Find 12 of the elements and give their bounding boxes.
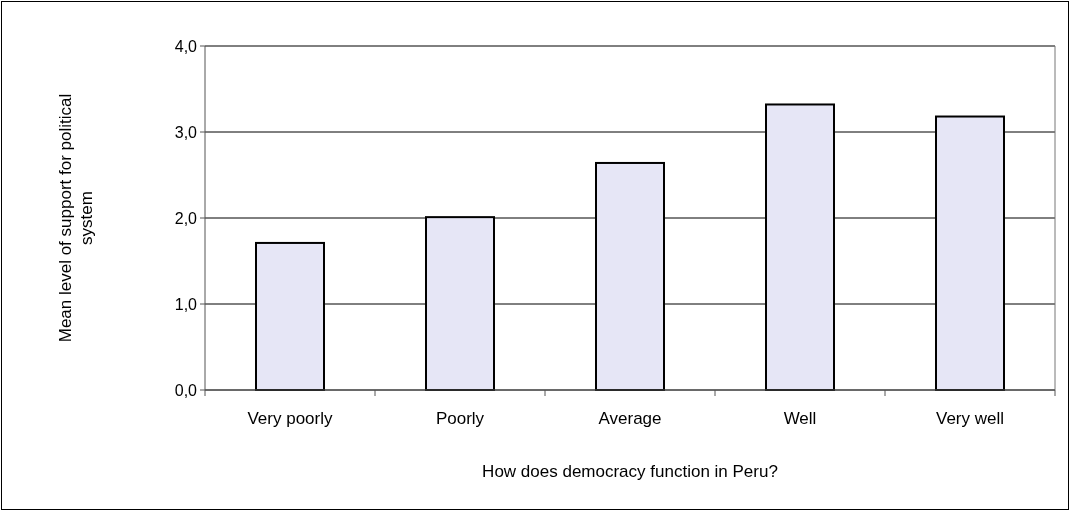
- y-tick-label: 0,0: [174, 381, 198, 399]
- x-axis-title: How does democracy function in Peru?: [482, 462, 778, 481]
- x-tick-label: Very well: [935, 409, 1005, 428]
- y-tick-label: 3,0: [174, 123, 198, 141]
- x-tick-label: Poorly: [435, 409, 485, 428]
- x-tick-label: Average: [598, 409, 662, 428]
- x-tick-label: Well: [783, 409, 817, 428]
- x-tick-label: Very poorly: [247, 409, 334, 428]
- y-tick-label: 1,0: [174, 295, 198, 313]
- y-tick-label: 4,0: [174, 37, 198, 55]
- y-tick-label: 2,0: [174, 209, 198, 227]
- y-axis-title: Mean level of support for political system: [55, 93, 97, 343]
